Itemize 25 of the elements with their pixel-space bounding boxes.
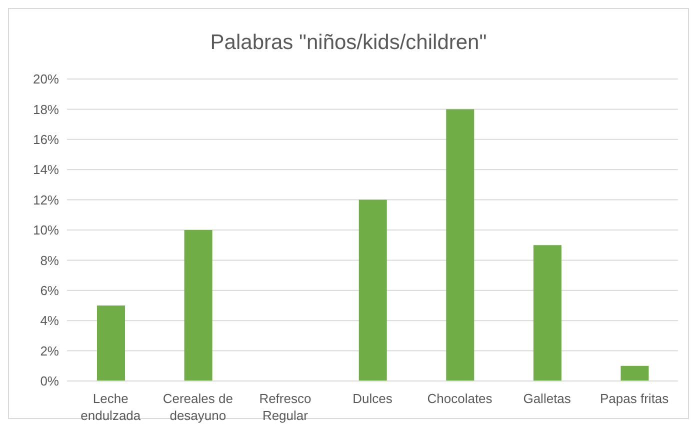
y-tick-label: 10% (32, 222, 60, 238)
x-tick-label: Leche endulzada (80, 391, 142, 423)
y-tick-label: 8% (40, 252, 60, 268)
y-tick-label: 2% (40, 343, 60, 358)
y-tick-label: 4% (40, 313, 60, 328)
bar (184, 230, 212, 381)
y-tick-label: 0% (40, 374, 60, 389)
y-tick-label: 18% (32, 102, 60, 117)
bar (446, 109, 474, 381)
bar (620, 366, 649, 381)
y-tick-label: 16% (32, 132, 60, 148)
bar (533, 245, 562, 381)
x-tick-label: Galletas (523, 391, 572, 406)
x-tick-label: Cereales de desayuno (162, 391, 233, 423)
y-tick-label: 12% (32, 192, 60, 208)
x-tick-label: Papas fritas (600, 391, 670, 406)
bar (358, 200, 387, 381)
bar (97, 306, 125, 381)
y-tick-label: 6% (40, 283, 60, 298)
x-tick-label: Chocolates (427, 391, 493, 406)
x-tick-label: Refresco Regular (259, 391, 312, 423)
x-tick-label: Dulces (352, 391, 393, 406)
chart-title: Palabras "niños/kids/children" (209, 30, 488, 56)
y-tick-label: 14% (32, 162, 60, 178)
y-tick-label: 20% (32, 72, 60, 87)
